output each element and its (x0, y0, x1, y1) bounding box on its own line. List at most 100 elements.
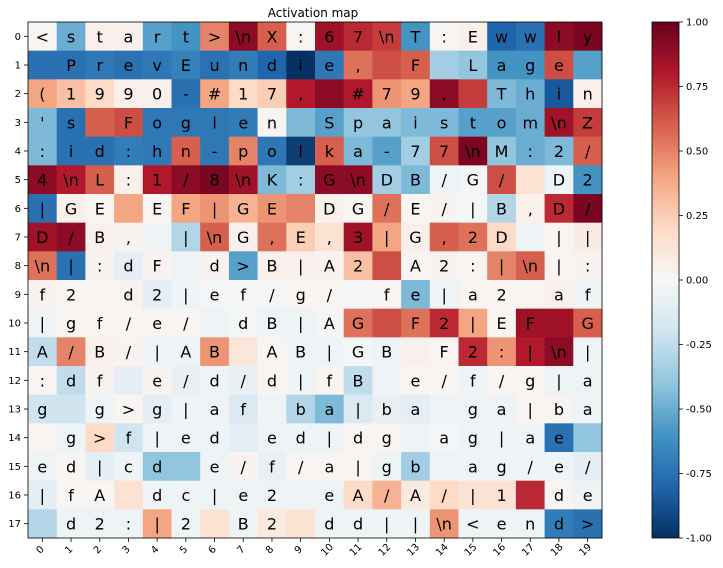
cell-token: 1 (496, 486, 506, 505)
cell-token: B (266, 314, 277, 333)
heatmap-cell (257, 22, 287, 52)
y-tick-label: 8 (15, 261, 21, 272)
heatmap-cell (429, 366, 459, 396)
heatmap-cell (286, 108, 316, 138)
heatmap-cell (28, 423, 58, 453)
heatmap-cell (515, 337, 545, 367)
heatmap-cell (114, 251, 144, 281)
cell-token: > (122, 400, 135, 419)
heatmap-cell (573, 509, 603, 539)
heatmap-cell (228, 394, 258, 424)
heatmap-cell (429, 165, 459, 195)
heatmap-cell (56, 308, 86, 338)
heatmap-cell (142, 423, 172, 453)
heatmap-cell (200, 423, 230, 453)
heatmap-cell (200, 251, 230, 281)
cell-token: / (183, 171, 189, 190)
heatmap-cell (458, 22, 488, 52)
heatmap-cell (372, 394, 402, 424)
heatmap-cell (401, 79, 431, 109)
x-tick-label: 14 (434, 542, 451, 559)
cell-token: E (296, 228, 306, 247)
cell-token: d (267, 371, 277, 390)
heatmap-cell (573, 79, 603, 109)
cell-token: i (413, 113, 417, 132)
heatmap-cell (28, 308, 58, 338)
heatmap-cell (286, 480, 316, 510)
heatmap-cell (429, 337, 459, 367)
heatmap-cell (573, 280, 603, 310)
cell-token: n (181, 142, 191, 161)
cell-token: / (183, 371, 189, 390)
cell-token: | (470, 314, 475, 333)
cell-token: : (441, 27, 446, 46)
heatmap-cell (544, 79, 574, 109)
heatmap-cell (315, 509, 345, 539)
heatmap-cell (56, 108, 86, 138)
cell-token: | (355, 400, 360, 419)
cell-token: e (181, 429, 191, 448)
cell-token: e (554, 429, 564, 448)
heatmap-cell (515, 222, 545, 252)
heatmap-cell (343, 509, 373, 539)
cell-token: e (210, 457, 220, 476)
heatmap-cell (573, 22, 603, 52)
heatmap-cell (515, 165, 545, 195)
y-tick-label: 0 (15, 32, 21, 43)
cell-token: e (210, 285, 220, 304)
heatmap-cell (372, 337, 402, 367)
heatmap-cell (85, 251, 115, 281)
cell-token: A (266, 343, 277, 362)
colorbar-tick-label: 0.50 (686, 147, 708, 158)
cell-token: | (556, 371, 561, 390)
cell-token: l (298, 142, 302, 161)
cell-token: k (325, 142, 335, 161)
cell-token: \n (235, 171, 251, 190)
heatmap-cell (544, 194, 574, 224)
heatmap-cell (315, 337, 345, 367)
heatmap-cell (372, 308, 402, 338)
cell-token: # (208, 85, 221, 104)
cell-token: T (496, 85, 507, 104)
heatmap-cell (487, 22, 517, 52)
cell-token: | (40, 199, 45, 218)
heatmap-cell (573, 452, 603, 482)
cell-token: , (442, 228, 447, 247)
cell-token: t (470, 113, 476, 132)
cell-token: F (526, 314, 535, 333)
cell-token: Z (582, 113, 593, 132)
cell-token: G (581, 314, 593, 333)
heatmap-cell (171, 165, 201, 195)
heatmap-cell (343, 136, 373, 166)
cell-token: | (298, 371, 303, 390)
heatmap-cell (458, 136, 488, 166)
cell-token: d (209, 257, 219, 276)
heatmap-cell (200, 50, 230, 80)
cell-token: f (97, 314, 103, 333)
cell-token: 8 (209, 171, 219, 190)
cell-token: 9 (123, 85, 133, 104)
y-tick-label: 6 (15, 204, 21, 215)
heatmap-cell (487, 509, 517, 539)
cell-token: d (353, 515, 363, 534)
x-tick-label: 10 (319, 542, 336, 559)
cell-token: \n (379, 27, 395, 46)
cell-token: s (67, 27, 75, 46)
heatmap-cell (257, 79, 287, 109)
heatmap-cell (458, 509, 488, 539)
cell-token: G (352, 199, 364, 218)
cell-token: e (411, 371, 421, 390)
cell-token: - (384, 142, 390, 161)
heatmap-cell (573, 308, 603, 338)
heatmap-cell (28, 337, 58, 367)
heatmap-cell (487, 165, 517, 195)
heatmap-cell (28, 280, 58, 310)
cell-token: / (68, 343, 74, 362)
heatmap-cell (286, 509, 316, 539)
x-tick-label: 2 (92, 544, 104, 556)
heatmap-cell (85, 222, 115, 252)
cell-token: g (382, 457, 392, 476)
heatmap-cell (200, 480, 230, 510)
cell-token: f (97, 371, 103, 390)
